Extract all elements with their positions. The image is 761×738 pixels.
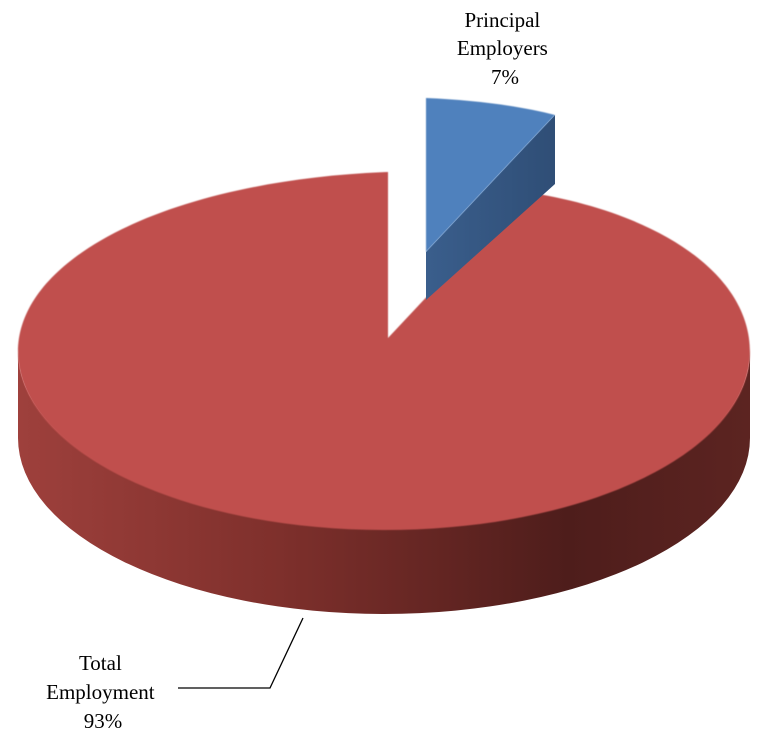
slice-label-total-employment-line-1: Total: [79, 651, 122, 675]
slice-label-total-employment-line-2: Employment: [46, 680, 155, 704]
pie-slice-principal-employers: [426, 98, 555, 252]
slice-label-total-employment-percent: 93%: [84, 709, 123, 733]
svg-text:Principal Employers 7%: Principal Employers 7%: [457, 8, 553, 89]
pie-slice-principal-employers-side: [426, 115, 555, 300]
svg-text:Total Employment 93%: Total Employment 93%: [46, 651, 160, 733]
slice-label-principal-employers-percent: 7%: [491, 65, 519, 89]
pie-slice-total-employment-side: [18, 352, 750, 614]
leader-line-total-employment: [178, 617, 304, 689]
pie-slice-total-employment: [18, 172, 750, 530]
slice-label-principal-employers-line-2: Employers: [457, 36, 548, 60]
slice-label-principal-employers-line-1: Principal: [464, 8, 540, 32]
